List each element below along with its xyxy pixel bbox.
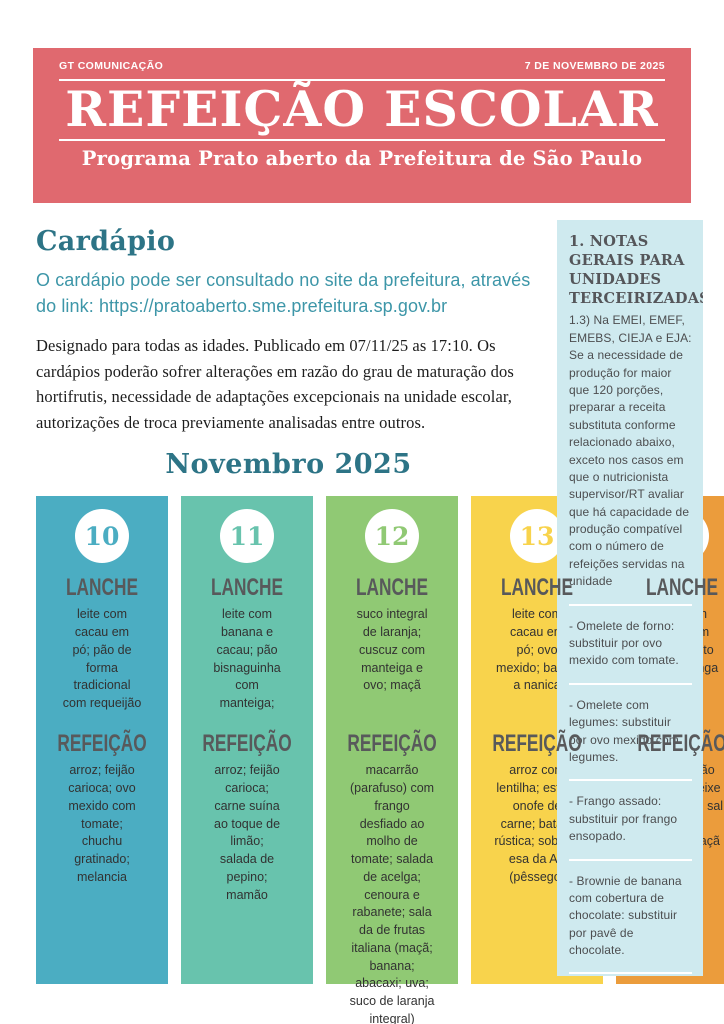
description-paragraph: Designado para todas as idades. Publicad… xyxy=(36,336,514,432)
general-notes-sidebar: 1. NOTAS GERAIS PARA UNIDADES TERCEIRIZA… xyxy=(557,220,703,976)
day-badge: 12 xyxy=(365,509,420,564)
refeicao-items: macarrão (parafuso) com frango desfiado … xyxy=(349,763,435,1024)
lanche-label: LANCHE xyxy=(356,574,429,602)
page-title: REFEIÇÃO ESCOLAR xyxy=(65,80,659,138)
day-columns: 10 LANCHE leite com cacau em pó; pão de … xyxy=(36,496,724,1024)
day-badge: 13 xyxy=(510,509,565,564)
page-subtitle: Programa Prato aberto da Prefeitura de S… xyxy=(81,146,643,170)
lanche-items: leite com cacau em pó; pão de forma trad… xyxy=(62,607,142,711)
cardapio-heading: Cardápio xyxy=(36,226,176,257)
consultation-text: O cardápio pode ser consultado no site d… xyxy=(36,270,531,317)
note-item: - Omelete com legumes: substituir por ov… xyxy=(569,697,692,782)
day-badge: 10 xyxy=(75,509,129,564)
prato-aberto-link[interactable]: https://pratoaberto.sme.prefeitura.sp.go… xyxy=(98,296,448,317)
note-item: - Omelete de forno: substituir por ovo m… xyxy=(569,618,692,685)
consultation-line: O cardápio pode ser consultado no site d… xyxy=(36,267,541,319)
note-item: - Brownie de banana com cobertura de cho… xyxy=(569,873,692,975)
refeicao-items: arroz; feijão carioca; carne suína ao to… xyxy=(214,763,281,902)
lanche-label: LANCHE xyxy=(646,574,719,602)
lanche-label: LANCHE xyxy=(211,574,284,602)
note-item: - Frango assado: substituir por frango e… xyxy=(569,793,692,861)
month-heading: Novembro 2025 xyxy=(165,449,412,481)
refeicao-label: REFEIÇÃO xyxy=(347,730,437,758)
day-column-10: 10 LANCHE leite com cacau em pó; pão de … xyxy=(36,496,169,985)
note-item: 1.3) Na EMEI, EMEF, EMEBS, CIEJA e EJA: … xyxy=(569,312,692,606)
masthead-divider-top xyxy=(59,79,665,81)
day-number: 10 xyxy=(84,521,120,551)
masthead-divider-bottom xyxy=(59,138,665,141)
refeicao-label: REFEIÇÃO xyxy=(637,730,724,758)
masthead: GT COMUNICAÇÃO 7 DE NOVEMBRO DE 2025 REF… xyxy=(33,48,691,203)
refeicao-label: REFEIÇÃO xyxy=(57,730,147,758)
masthead-kicker: GT COMUNICAÇÃO xyxy=(59,60,164,72)
lanche-label: LANCHE xyxy=(501,574,574,602)
notes-heading: 1. NOTAS GERAIS PARA UNIDADES TERCEIRIZA… xyxy=(569,233,703,307)
day-column-11: 11 LANCHE leite com banana e cacau; pão … xyxy=(181,496,314,985)
refeicao-label: REFEIÇÃO xyxy=(492,730,582,758)
lanche-items: suco integral de laranja; cuscuz com man… xyxy=(356,607,428,693)
content-row: Cardápio O cardápio pode ser consultado … xyxy=(36,220,724,1024)
lanche-items: leite com banana e cacau; pão bisnaguinh… xyxy=(213,607,281,711)
masthead-date: 7 DE NOVEMBRO DE 2025 xyxy=(524,60,665,72)
day-column-12: 12 LANCHE suco integral de laranja; cusc… xyxy=(326,496,459,1024)
main-column: Cardápio O cardápio pode ser consultado … xyxy=(36,220,724,1024)
refeicao-items: arroz; feijão carioca; ovo mexido com to… xyxy=(68,763,136,884)
day-badge: 11 xyxy=(220,509,275,564)
day-number: 13 xyxy=(519,521,555,551)
lanche-label: LANCHE xyxy=(66,574,138,602)
refeicao-label: REFEIÇÃO xyxy=(202,730,292,758)
day-number: 11 xyxy=(229,521,265,551)
day-number: 12 xyxy=(374,521,410,551)
